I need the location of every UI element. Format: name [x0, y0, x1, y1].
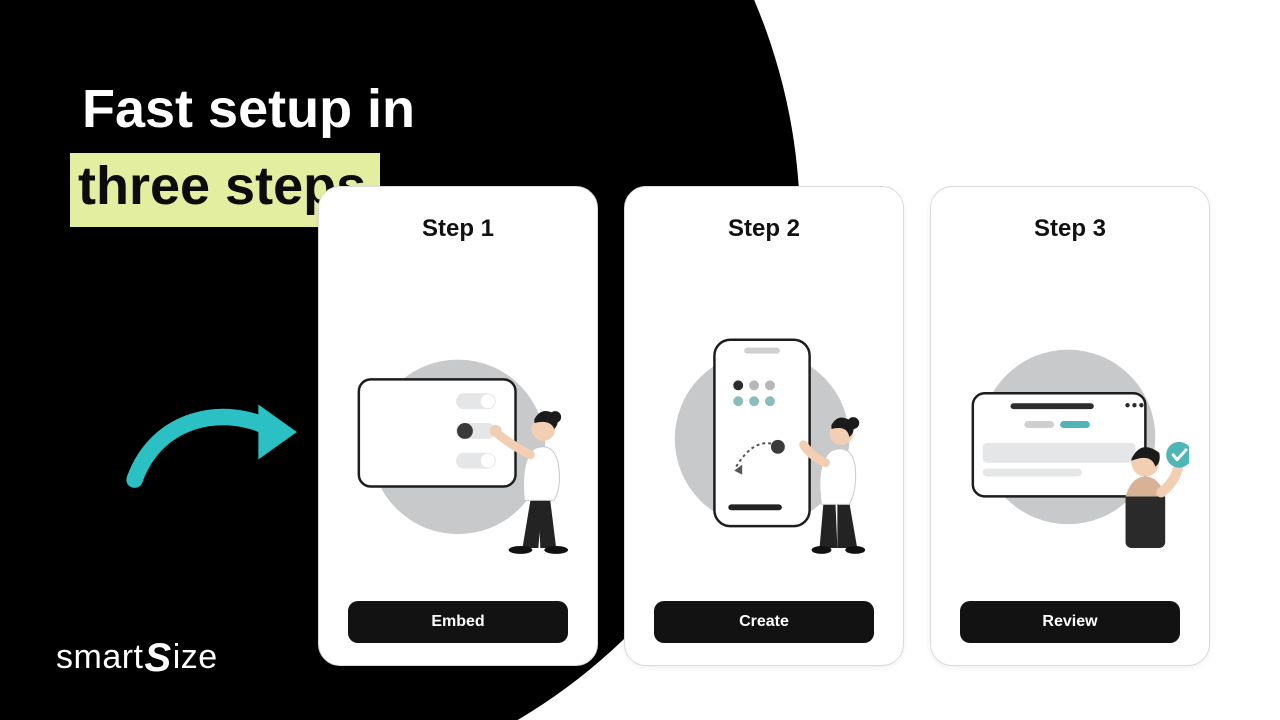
step-illustration-create [645, 253, 883, 601]
cards-row: Step 1 [318, 186, 1210, 666]
button-label: Review [1042, 613, 1097, 631]
brand-pre: smart [56, 638, 144, 676]
button-label: Embed [431, 613, 484, 631]
button-label: Create [739, 613, 789, 631]
step-card-2: Step 2 [624, 186, 904, 666]
step-card-3: Step 3 [930, 186, 1210, 666]
brand-mid: S [145, 636, 172, 681]
arrow-icon [120, 388, 305, 498]
stage: Fast setup in three steps Step 1 [0, 0, 1280, 720]
step-illustration-embed [339, 253, 577, 601]
step-illustration-review [951, 253, 1189, 601]
step-title: Step 1 [422, 215, 494, 243]
review-button[interactable]: Review [960, 601, 1180, 643]
create-button[interactable]: Create [654, 601, 874, 643]
brand-post: ize [173, 638, 218, 676]
brand-logo: smartSize [56, 633, 218, 678]
step-card-1: Step 1 [318, 186, 598, 666]
step-title: Step 2 [728, 215, 800, 243]
embed-button[interactable]: Embed [348, 601, 568, 643]
headline-line1: Fast setup in [82, 80, 415, 139]
step-title: Step 3 [1034, 215, 1106, 243]
